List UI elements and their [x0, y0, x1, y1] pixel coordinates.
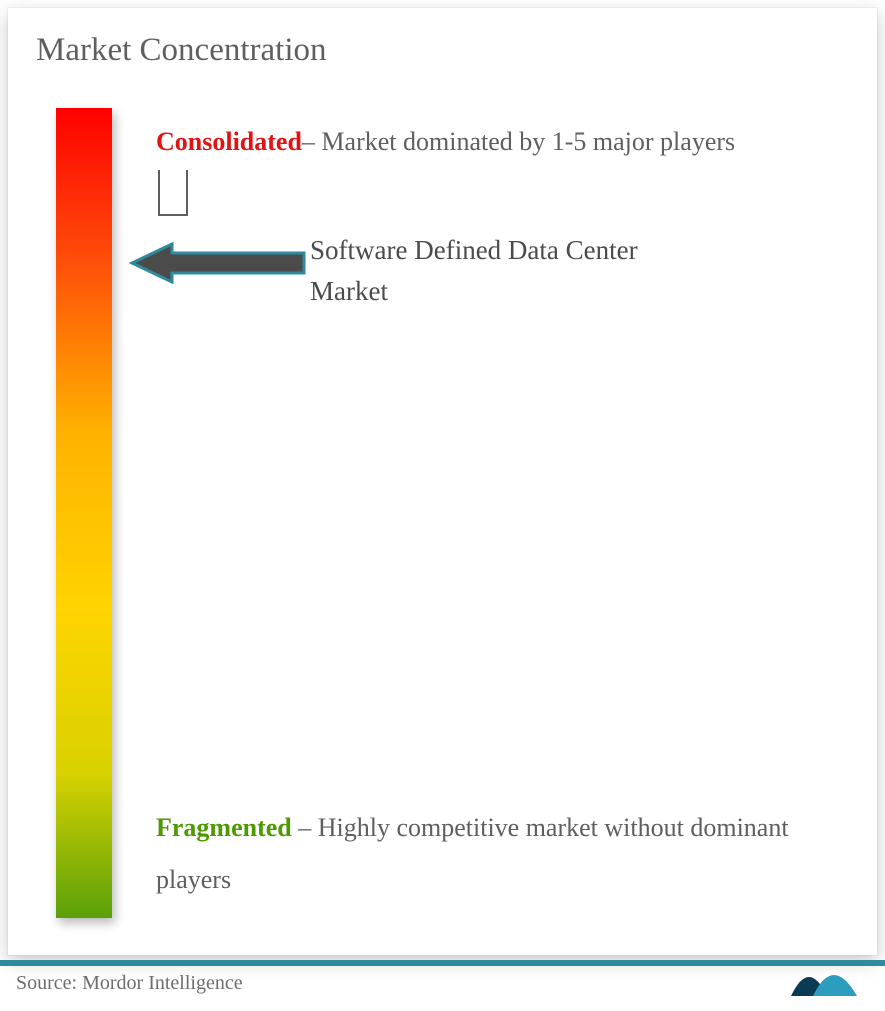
- concentration-scale: [56, 108, 112, 918]
- consolidated-desc: – Market dominated by 1-5 major players: [302, 127, 735, 156]
- fragmented-label: Fragmented – Highly competitive market w…: [156, 802, 836, 906]
- footer-divider: [0, 960, 885, 966]
- chart-title: Market Concentration: [36, 32, 327, 69]
- fragmented-keyword: Fragmented: [156, 813, 292, 842]
- market-name-label: Software Defined Data Center Market: [310, 230, 660, 311]
- infographic-card: Market Concentration Consolidated– Marke…: [8, 8, 877, 955]
- consolidated-keyword: Consolidated: [156, 127, 302, 156]
- consolidated-label: Consolidated– Market dominated by 1-5 ma…: [156, 116, 806, 168]
- gradient-bar: [56, 108, 112, 918]
- arrow-icon: [128, 240, 308, 286]
- bracket-lines: [156, 170, 206, 230]
- source-attribution: Source: Mordor Intelligence: [16, 972, 243, 995]
- brand-logo: [785, 956, 863, 1004]
